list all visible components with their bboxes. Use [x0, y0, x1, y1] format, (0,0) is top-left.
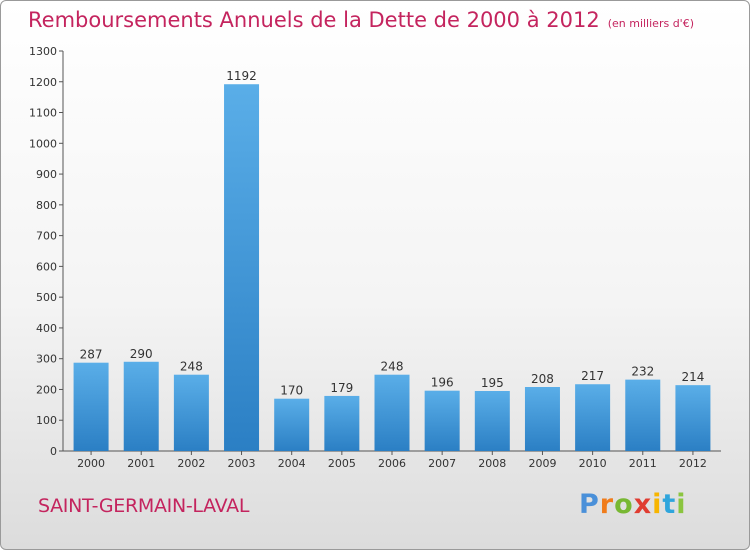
bar — [625, 379, 661, 451]
bar — [675, 385, 711, 451]
y-tick-label: 800 — [36, 199, 57, 212]
y-tick-label: 600 — [36, 260, 57, 273]
y-tick-label: 400 — [36, 322, 57, 335]
bar — [324, 395, 360, 451]
y-tick-label: 500 — [36, 291, 57, 304]
x-tick-label: 2000 — [77, 457, 105, 470]
y-tick-label: 100 — [36, 414, 57, 427]
city-name: SAINT-GERMAIN-LAVAL — [38, 495, 250, 517]
x-tick-label: 2005 — [328, 457, 356, 470]
bar — [424, 390, 460, 451]
x-tick-label: 2012 — [679, 457, 707, 470]
chart-subtitle: (en milliers d'€) — [607, 17, 694, 30]
bar-value-label: 195 — [481, 376, 504, 390]
bar — [374, 374, 410, 451]
x-tick-label: 2007 — [428, 457, 456, 470]
bar — [173, 374, 209, 451]
y-tick-label: 900 — [36, 168, 57, 181]
x-tick-label: 2006 — [378, 457, 406, 470]
bar — [73, 362, 109, 451]
x-tick-label: 2009 — [528, 457, 556, 470]
bar-value-label: 214 — [681, 370, 704, 384]
x-tick-label: 2001 — [127, 457, 155, 470]
bar — [274, 398, 310, 451]
logo-letter: i — [652, 489, 663, 520]
y-tick-label: 200 — [36, 383, 57, 396]
x-tick-label: 2008 — [478, 457, 506, 470]
proxiti-logo: Proxiti — [579, 489, 687, 520]
bar-value-label: 287 — [80, 348, 103, 362]
logo-letter: r — [599, 489, 615, 520]
x-tick-label: 2003 — [228, 457, 256, 470]
chart-title-block: Remboursements Annuels de la Dette de 20… — [28, 8, 694, 32]
x-tick-label: 2004 — [278, 457, 306, 470]
x-tick-label: 2011 — [629, 457, 657, 470]
y-tick-label: 700 — [36, 230, 57, 243]
bar — [524, 387, 560, 451]
x-tick-label: 2002 — [177, 457, 205, 470]
x-tick-label: 2010 — [579, 457, 607, 470]
bar-value-label: 217 — [581, 369, 604, 383]
bar-value-label: 248 — [180, 360, 203, 374]
bar-value-label: 1192 — [226, 69, 257, 83]
logo-letter: x — [633, 489, 653, 520]
bar-value-label: 232 — [631, 365, 654, 379]
y-tick-label: 0 — [50, 445, 57, 458]
y-tick-label: 1100 — [29, 107, 57, 120]
bar-value-label: 290 — [130, 347, 153, 361]
y-tick-label: 1200 — [29, 76, 57, 89]
bar-value-label: 196 — [431, 376, 454, 390]
logo-letter: o — [614, 489, 634, 520]
bar — [224, 84, 260, 451]
y-tick-label: 300 — [36, 353, 57, 366]
bar — [575, 384, 611, 451]
bar — [474, 391, 510, 451]
bar-value-label: 170 — [280, 384, 303, 398]
bar — [123, 361, 159, 451]
logo-letter: t — [662, 489, 677, 520]
logo-letter: i — [676, 489, 687, 520]
bar-value-label: 208 — [531, 372, 554, 386]
bar-value-label: 179 — [330, 381, 353, 395]
bar-value-label: 248 — [381, 360, 404, 374]
logo-letter: P — [579, 489, 600, 520]
chart-title: Remboursements Annuels de la Dette de 20… — [28, 8, 600, 32]
y-tick-label: 1000 — [29, 137, 57, 150]
y-tick-label: 1300 — [29, 45, 57, 58]
